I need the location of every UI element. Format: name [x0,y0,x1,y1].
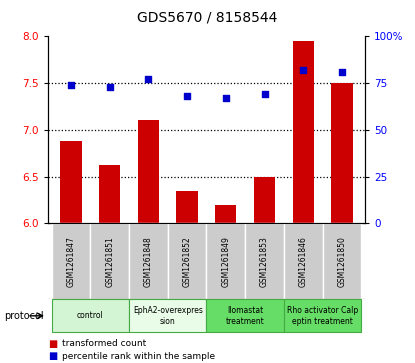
Bar [51,223,90,299]
Bar [331,83,353,223]
Text: GSM1261846: GSM1261846 [299,236,308,287]
Text: Ilomastat
treatment: Ilomastat treatment [226,306,264,326]
Text: ■: ■ [48,351,57,361]
Bar [284,299,361,332]
Text: GSM1261851: GSM1261851 [105,236,114,287]
Text: control: control [77,311,104,320]
Bar [207,223,245,299]
Bar [129,299,207,332]
Bar [51,299,129,332]
Bar [322,223,361,299]
Point [222,95,229,101]
Bar [90,223,129,299]
Text: GSM1261849: GSM1261849 [221,236,230,287]
Bar [207,299,284,332]
Text: GSM1261850: GSM1261850 [337,236,347,287]
Bar [284,223,322,299]
Bar [99,165,120,223]
Text: transformed count: transformed count [62,339,146,348]
Text: GSM1261852: GSM1261852 [183,236,192,287]
Point [261,91,268,97]
Bar [138,121,159,223]
Text: GSM1261847: GSM1261847 [66,236,76,287]
Text: GSM1261848: GSM1261848 [144,236,153,287]
Point [339,69,345,75]
Point [300,67,307,73]
Bar [129,223,168,299]
Point [145,76,152,82]
Text: EphA2-overexpres
sion: EphA2-overexpres sion [133,306,203,326]
Bar [293,41,314,223]
Point [106,84,113,90]
Bar [254,176,275,223]
Bar [245,223,284,299]
Bar [176,191,198,223]
Text: Rho activator Calp
eptin treatment: Rho activator Calp eptin treatment [287,306,358,326]
Point [184,93,190,99]
Text: protocol: protocol [4,311,44,321]
Text: percentile rank within the sample: percentile rank within the sample [62,352,215,361]
Text: ■: ■ [48,339,57,349]
Bar [168,223,207,299]
Bar [60,141,82,223]
Text: GSM1261853: GSM1261853 [260,236,269,287]
Point [68,82,74,88]
Text: GDS5670 / 8158544: GDS5670 / 8158544 [137,11,278,25]
Bar [215,205,237,223]
